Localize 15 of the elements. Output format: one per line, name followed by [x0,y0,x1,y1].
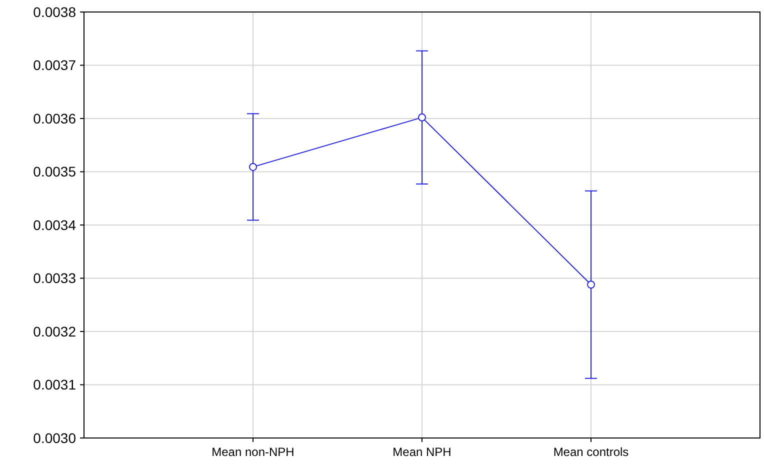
x-tick-label: Mean non-NPH [212,445,294,459]
point [418,113,426,122]
y-tick-label: 0.0030 [33,430,76,446]
point [249,162,257,171]
y-tick-label: 0.0034 [33,216,76,233]
x-tick-label: Mean controls [553,445,629,459]
y-tick-label: 0.0032 [33,323,76,340]
point [587,280,595,289]
y-tick-label: 0.0035 [33,164,76,180]
y-tick-label: 0.0033 [33,270,76,286]
x-tick-label: Mean NPH [392,445,452,459]
y-tick-label: 0.0037 [33,57,76,74]
y-tick-label: 0.0036 [33,110,76,126]
y-tick-label: 0.0038 [33,4,76,20]
y-tick-label: 0.0031 [33,376,76,393]
